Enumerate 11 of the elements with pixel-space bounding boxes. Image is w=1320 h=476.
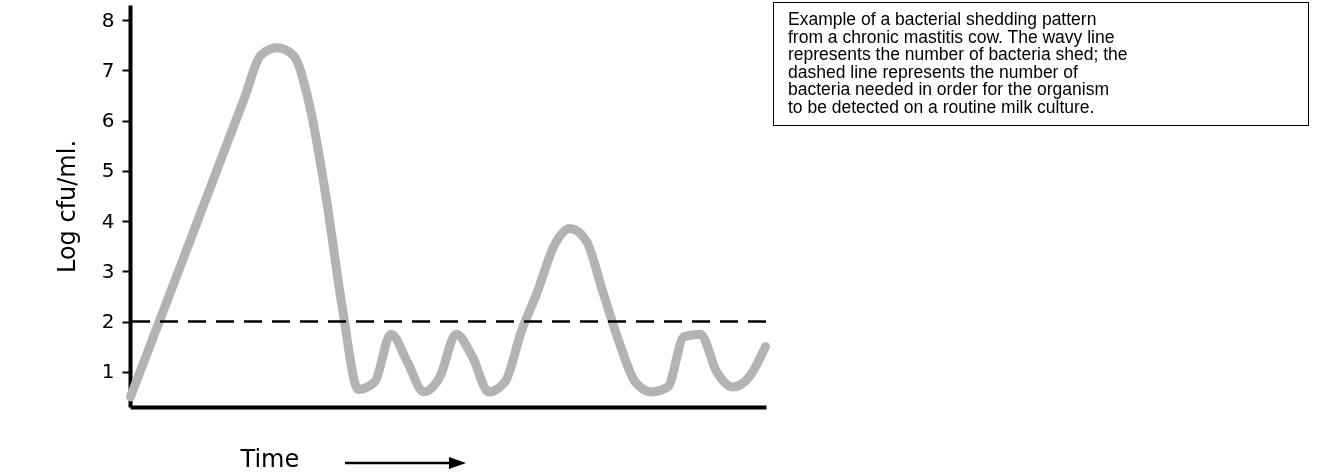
y-tick-label: 2 — [101, 309, 115, 334]
y-tick-label: 6 — [101, 108, 115, 133]
y-tick-label: 5 — [101, 158, 115, 183]
text: Example of a bacterial shedding pattern from a chronic mastitis cow. The wavy line represents the number of bacteria shed; the dashed line represents the number of bacteria needed in order for the organism to be detected on a routine milk culture. — [773, 2, 1309, 126]
y-tick-label: 3 — [101, 258, 115, 283]
y-tick-label: 8 — [101, 7, 115, 32]
y-tick-label: 4 — [101, 208, 115, 233]
y-tick-label: 1 — [101, 359, 115, 384]
y-axis-title: Log cfu/ml. — [52, 139, 81, 274]
x-axis-title: Time — [239, 444, 300, 473]
y-tick-label: 7 — [101, 57, 115, 82]
